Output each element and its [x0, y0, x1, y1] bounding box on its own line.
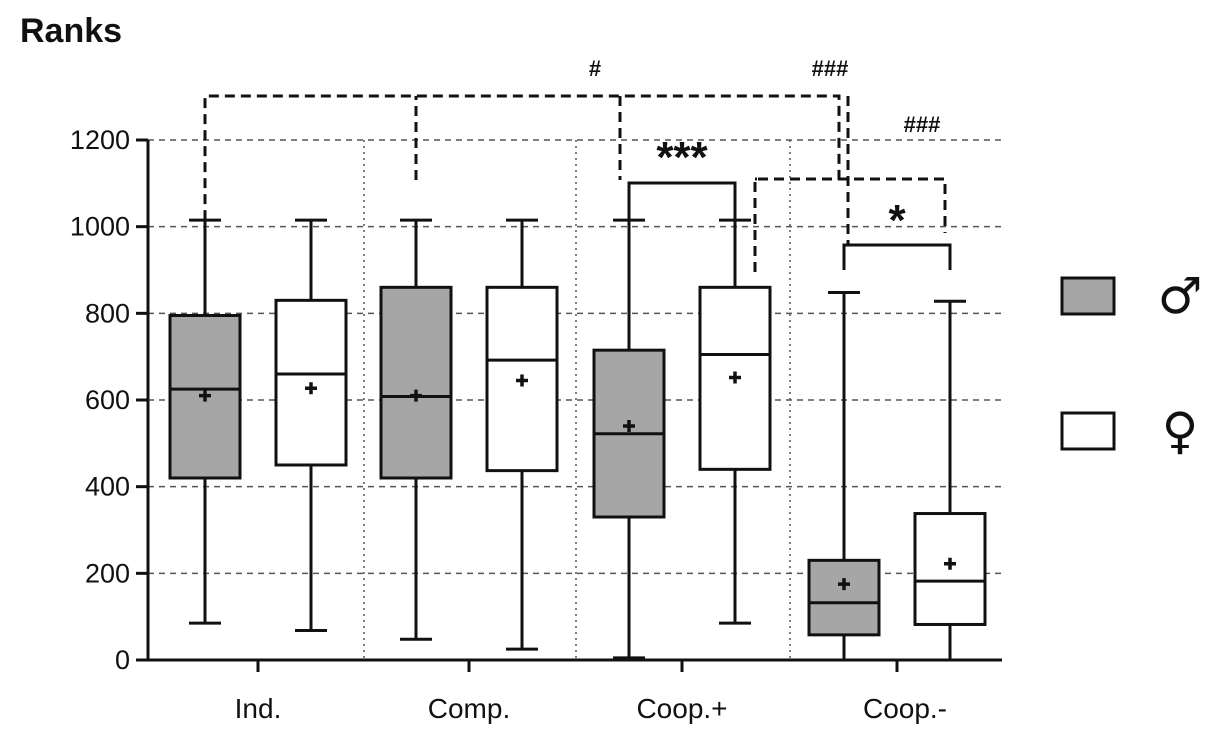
chart-title: Ranks [20, 12, 122, 50]
box-6 [807, 291, 881, 662]
x-tick-label-2: Coop.+ [636, 693, 727, 724]
box-5 [698, 218, 772, 625]
box-iqr-2 [379, 285, 453, 480]
significance-label-2: *** [656, 133, 708, 182]
legend-swatch-1 [1060, 411, 1116, 451]
box-7 [913, 299, 987, 662]
x-tick-label-0: Ind. [235, 693, 282, 724]
significance-label-1: ### [812, 56, 849, 81]
box-3 [485, 218, 559, 651]
box-1 [274, 218, 348, 633]
significance-bracket-4 [842, 243, 952, 270]
significance-bracket-3 [753, 177, 947, 272]
legend: ♂♀ [1060, 267, 1203, 460]
y-tick-label-600: 600 [85, 385, 130, 415]
y-tick-label-1200: 1200 [70, 125, 130, 155]
significance-label-3: ### [904, 112, 941, 137]
x-tick-label-3: Coop.- [863, 693, 947, 724]
box-iqr-6 [807, 558, 881, 637]
legend-swatch-0 [1060, 276, 1116, 316]
y-tick-label-1000: 1000 [70, 212, 130, 242]
box-0 [168, 218, 242, 625]
box-mean-marker-3 [516, 374, 528, 387]
box-mean-marker-4 [623, 420, 635, 432]
box-mean-marker-6 [838, 578, 850, 591]
grid-lines [148, 139, 1002, 660]
box-mean-marker-2 [410, 389, 422, 402]
boxes [168, 218, 987, 662]
y-tick-label-800: 800 [85, 298, 130, 328]
x-tick-label-1: Comp. [428, 693, 510, 724]
significance-label-4: * [888, 196, 906, 245]
box-2 [379, 218, 453, 641]
axes: 0 200 400 600 800 1000 1200 Ind. Comp. Coop.+ Coop… [70, 125, 1002, 724]
significance-bracket-2 [627, 181, 737, 221]
y-tick-label-400: 400 [85, 472, 130, 502]
y-tick-label-0: 0 [115, 645, 130, 675]
significance-bracket-0 [203, 94, 841, 221]
significance-label-0: # [589, 56, 601, 81]
box-mean-marker-1 [305, 382, 317, 395]
box-mean-marker-7 [944, 557, 956, 570]
legend-label-1: ♀ [1162, 402, 1199, 460]
box-mean-marker-5 [729, 371, 741, 384]
legend-label-0: ♂ [1158, 267, 1203, 325]
significance-brackets: # ###***###* [203, 56, 952, 272]
box-4 [592, 218, 666, 660]
y-tick-label-200: 200 [85, 558, 130, 588]
box-mean-marker-0 [199, 389, 211, 402]
